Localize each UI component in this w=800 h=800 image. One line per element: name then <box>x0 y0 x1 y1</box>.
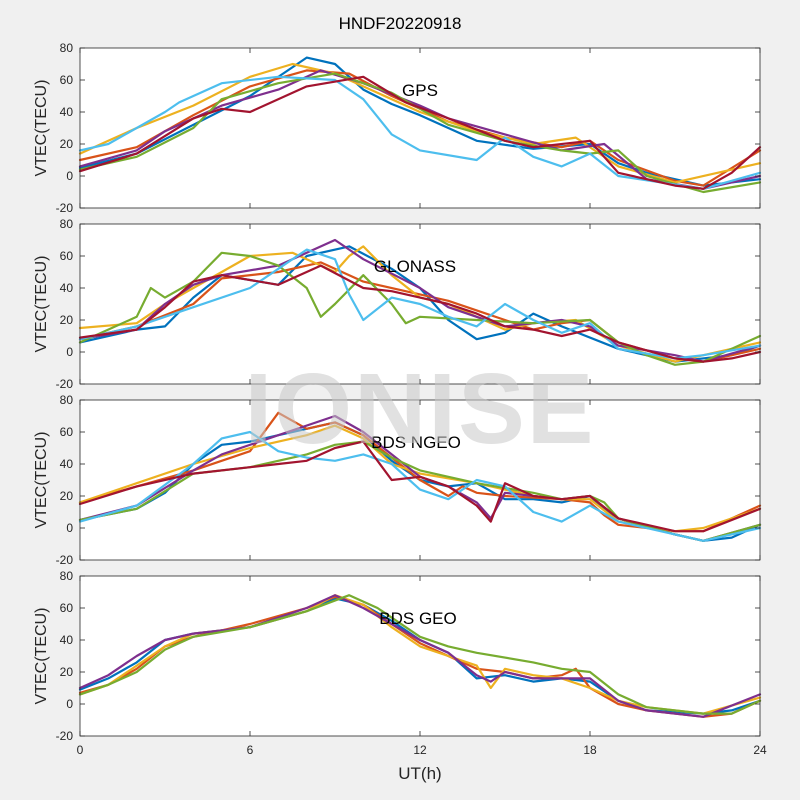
y-tick-label: 20 <box>60 665 74 679</box>
y-tick-label: 0 <box>66 169 73 183</box>
x-tick-label: 12 <box>413 743 427 757</box>
y-tick-label: 80 <box>60 569 74 583</box>
panel-label: GLONASS <box>374 257 456 276</box>
series-line-7 <box>78 264 762 363</box>
y-axis-label: VTEC(TECU) <box>33 80 50 177</box>
x-axis-label: UT(h) <box>398 764 441 783</box>
panel-bds-geo: -20 0 20 40 60 80 VTEC(TECU) BDS GEO <box>33 569 762 743</box>
y-tick-label: 60 <box>60 425 74 439</box>
panel-glonass: -20 0 20 40 60 80 VTEC(TECU) GLONASS <box>33 217 762 391</box>
y-tick-label: -20 <box>56 377 74 391</box>
y-tick-label: 60 <box>60 249 74 263</box>
y-tick-label: 20 <box>60 137 74 151</box>
y-tick-label: -20 <box>56 201 74 215</box>
y-tick-label: 0 <box>66 345 73 359</box>
series-line-7 <box>78 75 762 190</box>
y-tick-label: 20 <box>60 313 74 327</box>
y-tick-label: -20 <box>56 729 74 743</box>
series-line-6 <box>78 75 762 190</box>
series-line-3 <box>78 594 762 715</box>
series-line-5 <box>78 594 762 715</box>
y-tick-label: 0 <box>66 521 73 535</box>
figure-title: HNDF20220918 <box>338 14 462 33</box>
panel-label: GPS <box>402 81 438 100</box>
y-tick-label: 40 <box>60 633 74 647</box>
series-line-5 <box>78 72 762 194</box>
panel-gps: -20 0 20 40 60 80 VTEC(TECU) GPS <box>33 41 762 215</box>
y-axis-label: VTEC(TECU) <box>33 432 50 529</box>
series-line-7 <box>78 440 762 533</box>
x-tick-label: 6 <box>247 743 254 757</box>
y-tick-label: 80 <box>60 217 74 231</box>
y-tick-label: 40 <box>60 105 74 119</box>
panel-label: BDS GEO <box>379 609 456 628</box>
x-tick-label: 0 <box>77 743 84 757</box>
series-line-1 <box>78 56 762 187</box>
series-line-6 <box>78 430 762 542</box>
panel-label: BDS NGEO <box>371 433 461 452</box>
y-tick-label: 20 <box>60 489 74 503</box>
y-tick-label: 60 <box>60 601 74 615</box>
series-line-4 <box>78 69 762 190</box>
series-line-4 <box>78 594 762 718</box>
y-tick-label: 0 <box>66 697 73 711</box>
y-tick-label: -20 <box>56 553 74 567</box>
y-tick-label: 40 <box>60 457 74 471</box>
y-tick-label: 80 <box>60 41 74 55</box>
y-tick-label: 40 <box>60 281 74 295</box>
y-tick-label: 60 <box>60 73 74 87</box>
y-tick-label: 80 <box>60 393 74 407</box>
plot-area <box>80 48 760 208</box>
series-line-5 <box>78 251 762 366</box>
x-tick-label: 24 <box>753 743 767 757</box>
y-axis-label: VTEC(TECU) <box>33 608 50 705</box>
x-tick-label: 18 <box>583 743 597 757</box>
y-axis-label: VTEC(TECU) <box>33 256 50 353</box>
panel-bds-ngeo: -20 0 20 40 60 80 VTEC(TECU) BDS NGEO <box>33 393 762 567</box>
